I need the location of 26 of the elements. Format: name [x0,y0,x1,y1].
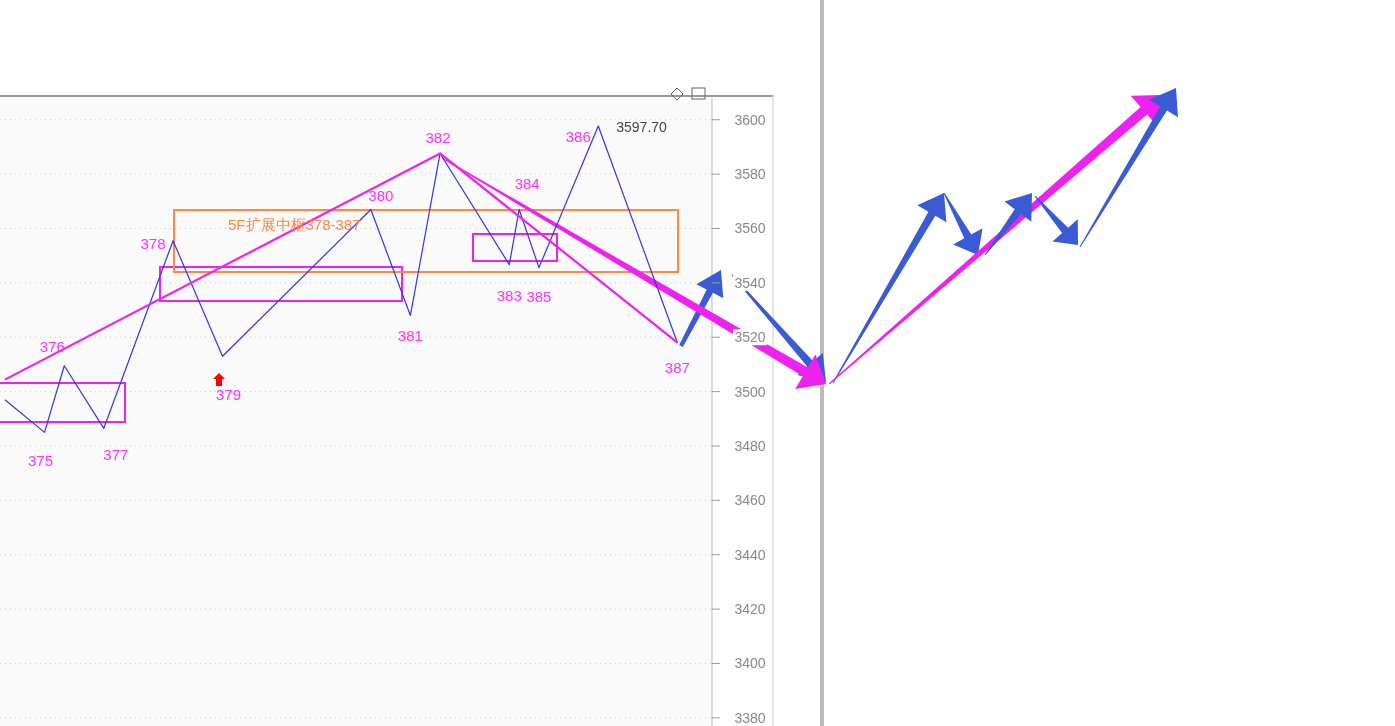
y-tick-label: 3460 [734,492,766,509]
annotation: 385 [526,287,552,305]
annotation: 386 [565,128,591,145]
annotation: 376 [39,337,65,355]
annotation: 383 [496,286,522,304]
annotation: 380 [368,187,394,205]
annotation: 382 [425,129,451,147]
y-tick-label: 3420 [734,601,766,618]
annotation: 378 [140,234,166,252]
annotation: 375 [27,452,54,470]
y-tick-label: 3500 [734,383,766,400]
y-tick-label: 3520 [734,329,766,346]
y-tick-label: 3600 [734,111,766,128]
y-tick-label: 3380 [734,709,766,726]
annotation: 384 [514,175,540,193]
y-tick-label: 3480 [734,437,766,454]
y-tick-label: 3400 [734,655,766,672]
annotation: 3597.70 [616,119,668,135]
annotation: 381 [397,327,423,345]
annotation: 377 [103,446,129,464]
y-tick-label: 3580 [734,166,766,183]
y-tick-label: 3440 [734,546,766,563]
annotation: 379 [215,386,242,404]
y-tick-label: 3560 [734,220,766,237]
y-tick-label: 3540 [734,274,766,291]
annotation: 387 [664,358,690,376]
